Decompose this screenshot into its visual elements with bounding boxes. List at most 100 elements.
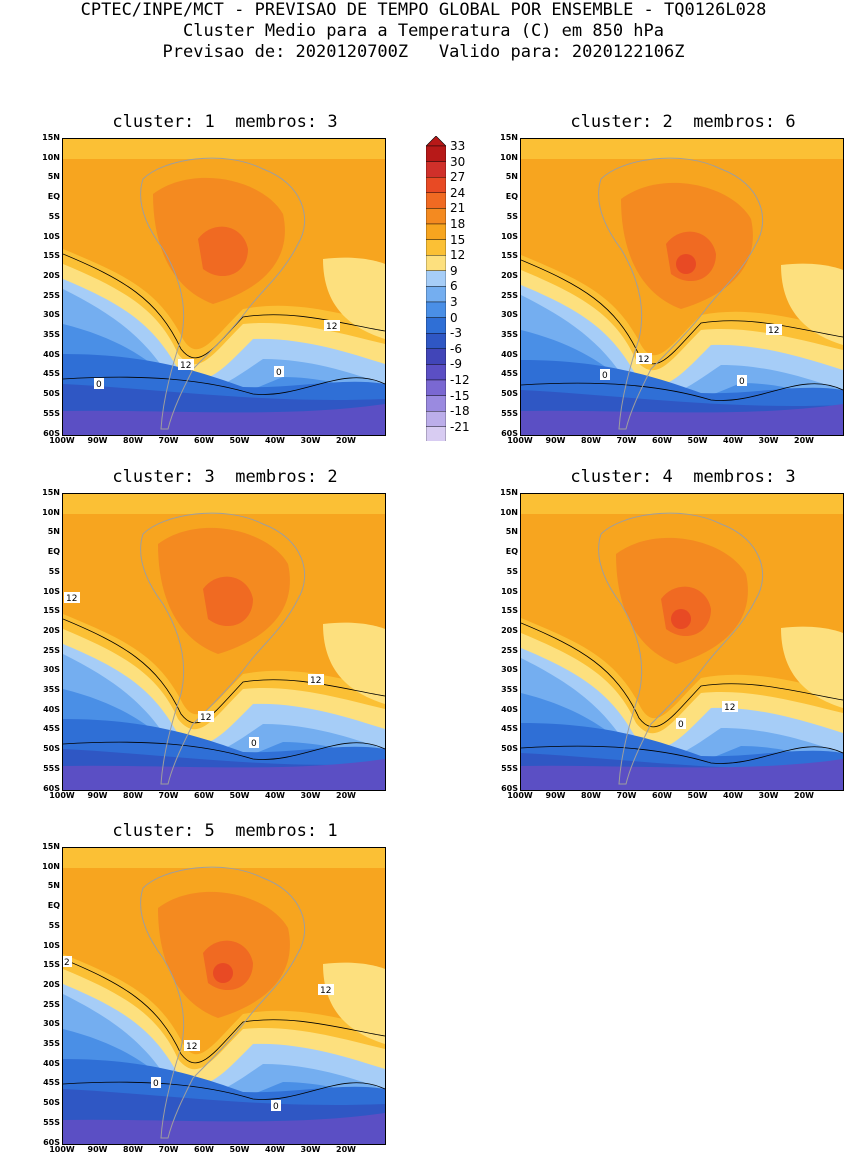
- colorbar-label: 15: [450, 232, 466, 247]
- band-15-18-north: [63, 139, 385, 159]
- contour-label: 12: [318, 984, 334, 996]
- map-panel-4: 12 0: [520, 493, 844, 791]
- colorbar-swatch: [426, 161, 446, 178]
- lat-tick-label: 25S: [501, 645, 518, 655]
- lat-tick-label: 55S: [501, 408, 518, 418]
- colorbar-label: -21: [450, 419, 470, 434]
- lat-tick-label: 15N: [500, 488, 518, 497]
- colorbar-swatch: [426, 223, 446, 240]
- lat-tick-label: EQ: [505, 547, 518, 557]
- lon-tick-label: 70W: [158, 436, 179, 445]
- lat-tick-label: 45S: [501, 724, 518, 734]
- lat-tick-label: 5S: [48, 211, 60, 221]
- contour-0: [63, 1081, 385, 1100]
- band-24-27: [203, 576, 253, 627]
- colorbar-swatch: [426, 301, 446, 318]
- svg-text:12: 12: [724, 703, 735, 713]
- lat-tick-label: 30S: [43, 1019, 60, 1029]
- svg-text:0: 0: [739, 377, 745, 387]
- band-m9-m6: [63, 404, 385, 435]
- lat-tick-label: 45S: [501, 369, 518, 379]
- colorbar-swatch: [426, 239, 446, 256]
- lon-tick-label: 40W: [723, 791, 743, 800]
- lat-tick-label: 10N: [42, 152, 60, 162]
- band-m9-m6: [63, 759, 385, 790]
- colorbar-swatch: [426, 270, 446, 287]
- contour-0: [63, 741, 385, 760]
- band-12-15-east: [781, 626, 843, 708]
- lat-tick-label: 45S: [43, 1078, 60, 1088]
- lat-tick-label: 20S: [501, 270, 518, 280]
- lon-tick-label: 40W: [723, 436, 743, 445]
- contour-0: [63, 376, 385, 395]
- band-12-15-east: [781, 263, 843, 345]
- lon-tick-label: 20W: [336, 1145, 356, 1154]
- lon-tick-label: 50W: [229, 791, 250, 800]
- south-america-outline: [140, 866, 306, 1139]
- lon-tick-label: 30W: [758, 791, 779, 800]
- contour-label: 12: [324, 320, 340, 332]
- lat-tick-label: 20S: [501, 625, 518, 635]
- svg-text:12: 12: [768, 326, 779, 336]
- colorbar-label: 9: [450, 263, 458, 278]
- band-27-30: [676, 254, 696, 274]
- lat-tick-label: 15S: [501, 606, 518, 616]
- colorbar-swatch: [426, 192, 446, 209]
- colorbar-swatch: [426, 395, 446, 412]
- lon-tick-label: 30W: [300, 1145, 321, 1154]
- panel-title-5: cluster: 5 membros: 1: [112, 821, 338, 841]
- lat-tick-label: 50S: [501, 389, 518, 399]
- lon-tick-label: 20W: [794, 436, 814, 445]
- contour-label: 0: [676, 718, 686, 730]
- contour-label: 0: [249, 737, 259, 749]
- lat-tick-label: 45S: [43, 724, 60, 734]
- lon-tick-label: 80W: [581, 436, 601, 445]
- lon-tick-label: 90W: [87, 436, 108, 445]
- svg-text:0: 0: [678, 720, 684, 730]
- lon-tick-label: 90W: [545, 791, 566, 800]
- lon-tick-label: 50W: [687, 791, 708, 800]
- contour-label: 0: [271, 1100, 281, 1112]
- colorbar-swatch: [426, 411, 446, 428]
- south-america-outline: [598, 157, 764, 430]
- contour-label: 0: [94, 378, 104, 390]
- contour-label: 12: [722, 701, 738, 713]
- lat-tick-label: 45S: [43, 369, 60, 379]
- lat-tick-label: 30S: [43, 665, 60, 675]
- colorbar-label: -3: [450, 326, 462, 341]
- lat-tick-label: 35S: [43, 330, 60, 339]
- band-15-18-north: [521, 139, 843, 159]
- lon-tick-label: 50W: [229, 1145, 250, 1154]
- colorbar-swatch: [426, 379, 446, 396]
- lat-tick-label: 35S: [43, 685, 60, 694]
- lon-tick-label: 70W: [158, 791, 179, 800]
- lon-tick-label: 60W: [652, 436, 672, 445]
- map-panel-5: 2 12 12 0 0: [62, 847, 386, 1145]
- band-m9-m6: [63, 1113, 385, 1144]
- lon-tick-label: 60W: [194, 1145, 214, 1154]
- lat-tick-label: 30S: [501, 665, 518, 675]
- lat-tick-label: 25S: [43, 999, 60, 1009]
- lon-tick-label: 30W: [300, 791, 321, 800]
- south-america-outline: [140, 157, 306, 430]
- colorbar-label: 0: [450, 310, 458, 325]
- colorbar-label: 6: [450, 279, 458, 294]
- lat-tick-label: 15S: [43, 960, 60, 970]
- lat-tick-label: 25S: [43, 290, 60, 300]
- colorbar-swatch: [426, 286, 446, 303]
- band-27-30: [671, 609, 691, 629]
- svg-text:12: 12: [310, 676, 321, 686]
- contour-label: 12: [64, 592, 80, 604]
- lat-tick-label: 15S: [43, 251, 60, 261]
- panel-title-4: cluster: 4 membros: 3: [570, 467, 796, 487]
- svg-text:0: 0: [153, 1079, 159, 1089]
- lat-tick-label: 5N: [505, 172, 518, 182]
- lon-tick-label: 30W: [758, 436, 779, 445]
- lon-tick-label: 80W: [581, 791, 601, 800]
- lon-tick-label: 100W: [507, 436, 533, 445]
- lon-tick-label: 100W: [49, 436, 75, 445]
- lat-tick-label: 60S: [501, 783, 518, 793]
- lat-tick-label: 10S: [501, 586, 518, 596]
- colorbar-label: -9: [450, 357, 462, 372]
- colorbar-label: 18: [450, 217, 466, 231]
